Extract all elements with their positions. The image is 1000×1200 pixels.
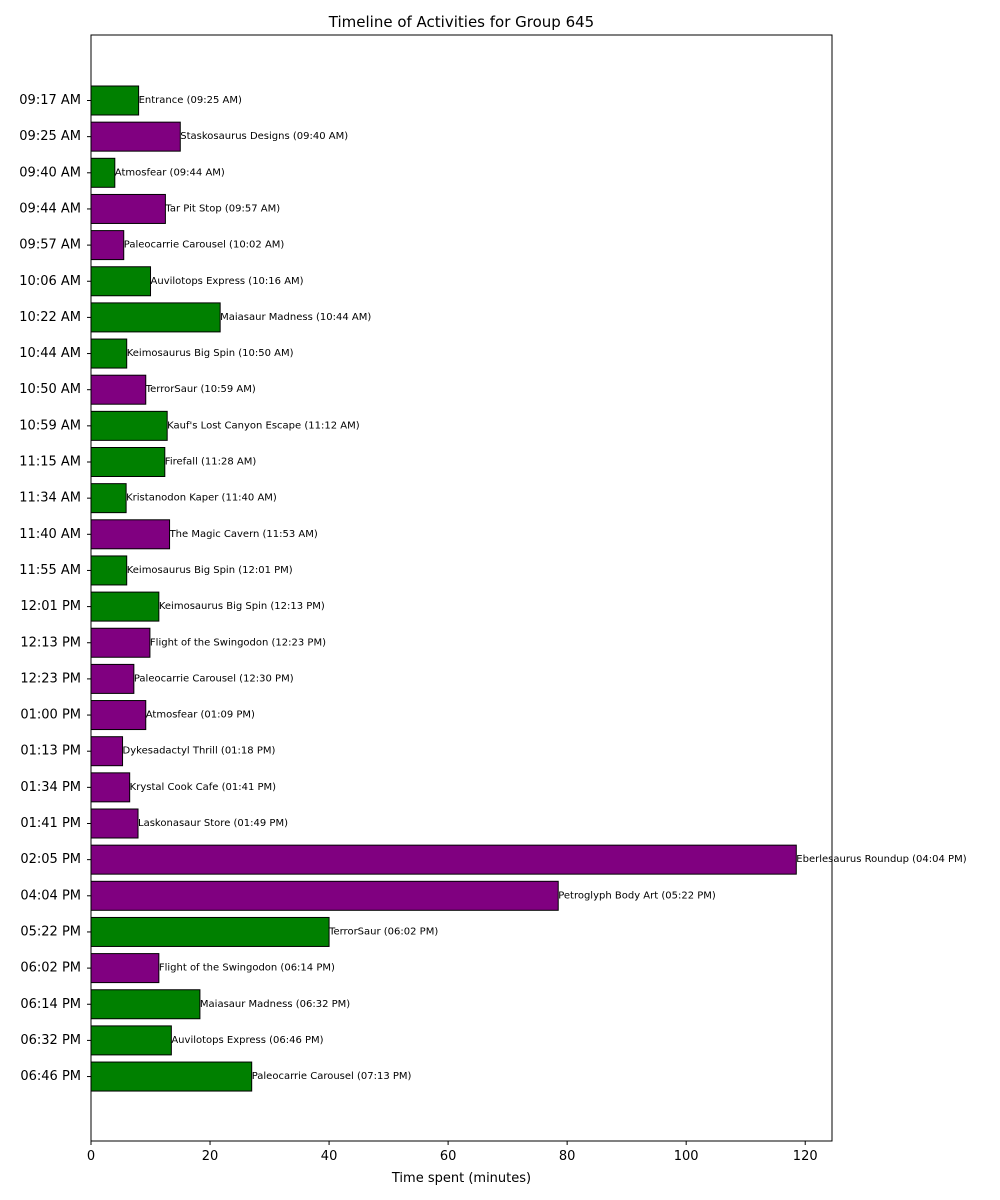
bar [90,663,135,694]
bar-label: Krystal Cook Cafe (01:41 PM) [130,782,277,793]
bars-group [90,85,797,1092]
bar [90,410,168,441]
x-axis-label: Time spent (minutes) [391,1171,531,1186]
bar-label: Kristanodon Kaper (11:40 AM) [126,493,277,504]
y-tick-label: 12:23 PM [20,671,81,686]
bar-label: Auvilotops Express (06:46 PM) [171,1035,323,1046]
y-axis: 09:17 AM 09:25 AM 09:40 AM 09:44 AM 09:57 AM… [19,93,91,1084]
bar-label: Auvilotops Express (10:16 AM) [151,276,304,287]
bar-label: Petroglyph Body Art (05:22 PM) [558,890,716,901]
x-tick-label: 60 [440,1149,457,1164]
bar-label: Firefall (11:28 AM) [165,457,257,468]
bar-label: Dykesadactyl Thrill (01:18 PM) [123,746,276,757]
y-tick-label: 01:00 PM [20,708,81,723]
y-tick-label: 09:25 AM [19,129,81,144]
y-tick-label: 10:50 AM [19,382,81,397]
x-tick-label: 100 [674,1149,699,1164]
bar-label: Paleocarrie Carousel (10:02 AM) [124,240,285,251]
y-tick-label: 06:02 PM [20,961,81,976]
bar-label: Maiasaur Madness (10:44 AM) [220,312,371,323]
bar [90,121,181,152]
bar-label: TerrorSaur (06:02 PM) [328,926,438,937]
bar [90,880,559,911]
bar [90,1025,172,1056]
bar [90,555,128,586]
bar [90,989,201,1020]
bar [90,772,131,803]
bar-label: Entrance (09:25 AM) [139,95,242,106]
bar-label: Flight of the Swingodon (06:14 PM) [159,963,335,974]
bar-label: Staskosaurus Designs (09:40 AM) [180,131,348,142]
y-tick-label: 10:59 AM [19,418,81,433]
x-tick-label: 20 [202,1149,219,1164]
bar [90,736,124,767]
bar [90,591,160,622]
bar [90,157,116,188]
y-tick-label: 11:15 AM [19,455,81,470]
y-tick-label: 11:34 AM [19,491,81,506]
x-tick-label: 40 [321,1149,338,1164]
y-tick-label: 10:06 AM [19,274,81,289]
bar-label: Atmosfear (09:44 AM) [115,167,225,178]
bar-label: Keimosaurus Big Spin (12:13 PM) [159,601,325,612]
y-tick-label: 01:13 PM [20,744,81,759]
y-tick-label: 11:55 AM [19,563,81,578]
y-tick-label: 01:34 PM [20,780,81,795]
y-tick-label: 09:17 AM [19,93,81,108]
x-tick-label: 0 [87,1149,95,1164]
y-tick-label: 05:22 PM [20,924,81,939]
x-tick-label: 120 [793,1149,818,1164]
plot-frame [90,34,833,1142]
bar-label: Tar Pit Stop (09:57 AM) [164,203,280,214]
bar-label: Flight of the Swingodon (12:23 PM) [150,637,326,648]
y-tick-label: 11:40 AM [19,527,81,542]
bar [90,85,140,116]
y-tick-label: 06:14 PM [20,997,81,1012]
bar-label: Paleocarrie Carousel (07:13 PM) [252,1071,412,1082]
bar [90,953,160,984]
y-tick-label: 02:05 PM [20,852,81,867]
y-tick-label: 06:46 PM [20,1069,81,1084]
bar [90,519,171,550]
bar-label: Keimosaurus Big Spin (12:01 PM) [127,565,293,576]
chart-title: Timeline of Activities for Group 645 [328,13,594,31]
bar-label: TerrorSaur (10:59 AM) [145,384,256,395]
bar [90,193,166,224]
bar [90,700,147,731]
bar [90,302,221,333]
y-tick-label: 09:40 AM [19,165,81,180]
bar-label: Maiasaur Madness (06:32 PM) [200,999,350,1010]
y-tick-label: 04:04 PM [20,888,81,903]
bar-label: Eberlesaurus Roundup (04:04 PM) [796,854,966,865]
y-tick-label: 12:01 PM [20,599,81,614]
y-tick-label: 12:13 PM [20,635,81,650]
y-tick-label: 09:57 AM [19,238,81,253]
bar-label: The Magic Cavern (11:53 AM) [169,529,318,540]
bar [90,627,151,658]
bar [90,374,147,405]
bar [90,447,166,477]
bar-label: Paleocarrie Carousel (12:30 PM) [134,673,294,684]
y-tick-label: 10:44 AM [19,346,81,361]
bar-labels-group: Entrance (09:25 AM) Staskosaurus Designs … [115,95,967,1082]
x-tick-label: 80 [559,1149,576,1164]
y-tick-label: 01:41 PM [20,816,81,831]
bar-label: Atmosfear (01:09 PM) [146,710,255,721]
bar [90,1061,253,1092]
bar [90,808,139,839]
x-axis: 0 20 40 60 80 100 120 [87,1141,818,1164]
bar-label: Laskonasaur Store (01:49 PM) [138,818,288,829]
bar-label: Keimosaurus Big Spin (10:50 AM) [127,348,294,359]
bar-label: Kauf's Lost Canyon Escape (11:12 AM) [167,420,360,431]
bar [90,338,128,369]
bar [90,916,330,947]
y-tick-label: 09:44 AM [19,201,81,216]
bar [90,483,127,514]
bar [90,230,125,261]
y-tick-label: 10:22 AM [19,310,81,325]
bar [90,266,152,297]
bar [90,844,797,875]
y-tick-label: 06:32 PM [20,1033,81,1048]
